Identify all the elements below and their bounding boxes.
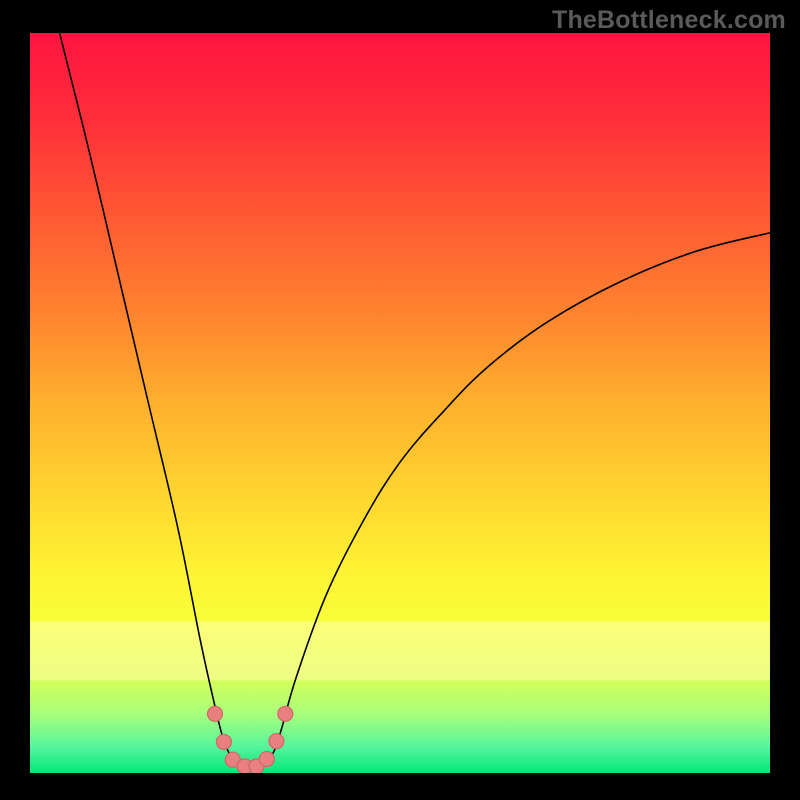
curve-marker: [216, 734, 231, 749]
curve-marker: [278, 706, 293, 721]
bottleneck-chart: [0, 0, 800, 800]
curve-marker: [259, 751, 274, 766]
curve-marker: [208, 706, 223, 721]
curve-marker: [269, 734, 284, 749]
highlight-band: [30, 621, 770, 680]
